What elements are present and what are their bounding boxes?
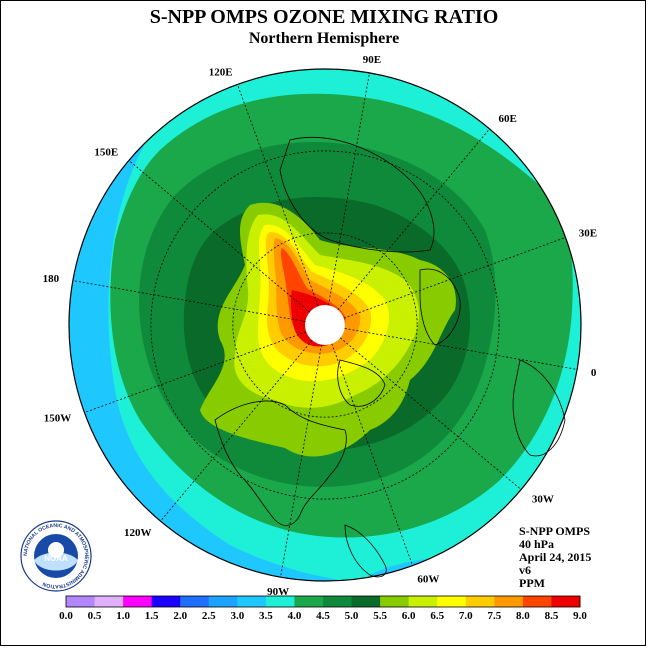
- meridian-line: [72, 280, 306, 322]
- info-units: PPM: [519, 576, 545, 590]
- colorbar-swatch: [66, 596, 96, 607]
- longitude-label: 120E: [209, 66, 233, 78]
- coast-europe: [419, 268, 461, 346]
- graticule: [72, 72, 578, 578]
- longitude-label: 120W: [124, 527, 152, 539]
- noaa-bird-icon: [48, 542, 64, 558]
- colorbar-swatches: [65, 595, 581, 608]
- coast-africa: [512, 359, 566, 457]
- meridian-line: [328, 72, 370, 306]
- colorbar-tick-label: 4.5: [316, 610, 330, 622]
- colorbar-tick-label: 6.0: [402, 610, 416, 622]
- colorbar-swatch: [208, 596, 238, 607]
- polar-data-gap: [305, 305, 345, 345]
- colorbar-tick-label: 5.0: [345, 610, 359, 622]
- ozone-field: [69, 69, 581, 581]
- longitude-label: 30E: [579, 228, 597, 240]
- longitude-label: 90W: [267, 586, 289, 598]
- longitude-label: 60W: [417, 574, 439, 586]
- product-info-block: S-NPP OMPS 40 hPa April 24, 2015 v6 PPM: [519, 525, 591, 590]
- colorbar-swatch: [123, 596, 153, 607]
- longitude-label: 60E: [499, 113, 517, 125]
- colorbar-swatch: [94, 596, 124, 607]
- colorbar-swatch: [180, 596, 210, 607]
- latitude-circle: [232, 232, 418, 418]
- colorbar-tick-labels: 0.0 0.5 1.0 1.5 2.0 2.5 3.0 3.5 4.0 4.5 5.0 5.5 6.0 6…: [59, 610, 587, 622]
- colorbar-tick-label: 8.0: [516, 610, 530, 622]
- colorbar-tick-label: 3.5: [259, 610, 273, 622]
- info-version: v6: [519, 563, 531, 577]
- info-product: S-NPP OMPS: [519, 524, 590, 538]
- map-boundary-circle: [68, 68, 582, 582]
- colorbar-swatch: [323, 596, 353, 607]
- colorbar-swatch: [408, 596, 438, 607]
- coast-south-america: [344, 524, 387, 578]
- colorbar-tick-label: 2.5: [202, 610, 216, 622]
- colorbar-swatch: [151, 596, 181, 607]
- colorbar-tick-label: 4.0: [288, 610, 302, 622]
- colorbar-swatch: [294, 596, 324, 607]
- colorbar-swatch: [465, 596, 495, 607]
- longitude-label: 90E: [363, 54, 381, 66]
- colorbar-tick-label: 6.5: [430, 610, 444, 622]
- colorbar-swatch: [437, 596, 467, 607]
- colorbar-tick-label: 0.5: [88, 610, 102, 622]
- longitude-label: 180: [43, 273, 60, 285]
- colorbar-swatch: [351, 596, 381, 607]
- meridian-line: [344, 328, 578, 370]
- longitude-label: 0: [591, 367, 597, 379]
- meridian-line: [128, 160, 310, 313]
- colorbar-swatch: [237, 596, 267, 607]
- colorbar-tick-label: 1.0: [116, 610, 130, 622]
- coastlines: [214, 137, 566, 578]
- colorbar-swatch: [380, 596, 410, 607]
- chart-subtitle: Northern Hemisphere: [248, 30, 400, 47]
- info-date: April 24, 2015: [519, 550, 592, 564]
- colorbar-tick-label: 5.5: [373, 610, 387, 622]
- meridian-line: [237, 84, 319, 307]
- colorbar-tick-label: 2.0: [173, 610, 187, 622]
- meridian-line: [280, 344, 322, 578]
- colorbar-tick-label: 0.0: [59, 610, 73, 622]
- coast-north-america: [214, 400, 347, 526]
- meridian-line: [84, 331, 307, 413]
- field-lightblue-band: [69, 135, 450, 581]
- meridian-line: [343, 237, 566, 319]
- colorbar-tick-label: 1.5: [145, 610, 159, 622]
- meridian-line: [340, 337, 522, 490]
- latitude-circle: [150, 150, 500, 500]
- colorbar-tick-label: 9.0: [573, 610, 587, 622]
- colorbar-swatch: [551, 596, 581, 607]
- longitude-label: 150E: [94, 146, 118, 158]
- meridian-line: [331, 343, 413, 566]
- colorbar-tick-label: 7.0: [459, 610, 473, 622]
- colorbar-tick-label: 3.0: [230, 610, 244, 622]
- coast-asia: [279, 137, 435, 253]
- logo-text: NOAA: [44, 554, 68, 563]
- noaa-logo: NATIONAL OCEANIC AND ATMOSPHERIC ADMINIS…: [20, 520, 92, 592]
- longitude-label: 30W: [532, 494, 554, 506]
- colorbar-swatch: [494, 596, 524, 607]
- colorbar-swatch: [522, 596, 552, 607]
- colorbar: 0.0 0.5 1.0 1.5 2.0 2.5 3.0 3.5 4.0 4.5 5.0 5.5 6.0 6…: [59, 595, 587, 622]
- colorbar-frame: [65, 595, 581, 608]
- chart-title: S-NPP OMPS OZONE MIXING RATIO: [149, 6, 499, 28]
- longitude-labels: 90E 60E 30E 0 30W 60W 90W 120W 150W 180 150E 120E: [43, 54, 597, 598]
- info-level: 40 hPa: [519, 537, 555, 551]
- colorbar-tick-label: 8.5: [545, 610, 559, 622]
- longitude-label: 150W: [44, 412, 72, 424]
- colorbar-tick-label: 7.5: [487, 610, 501, 622]
- meridian-line: [160, 340, 313, 522]
- coast-greenland: [337, 359, 386, 407]
- meridian-line: [337, 128, 490, 310]
- colorbar-swatch: [265, 596, 295, 607]
